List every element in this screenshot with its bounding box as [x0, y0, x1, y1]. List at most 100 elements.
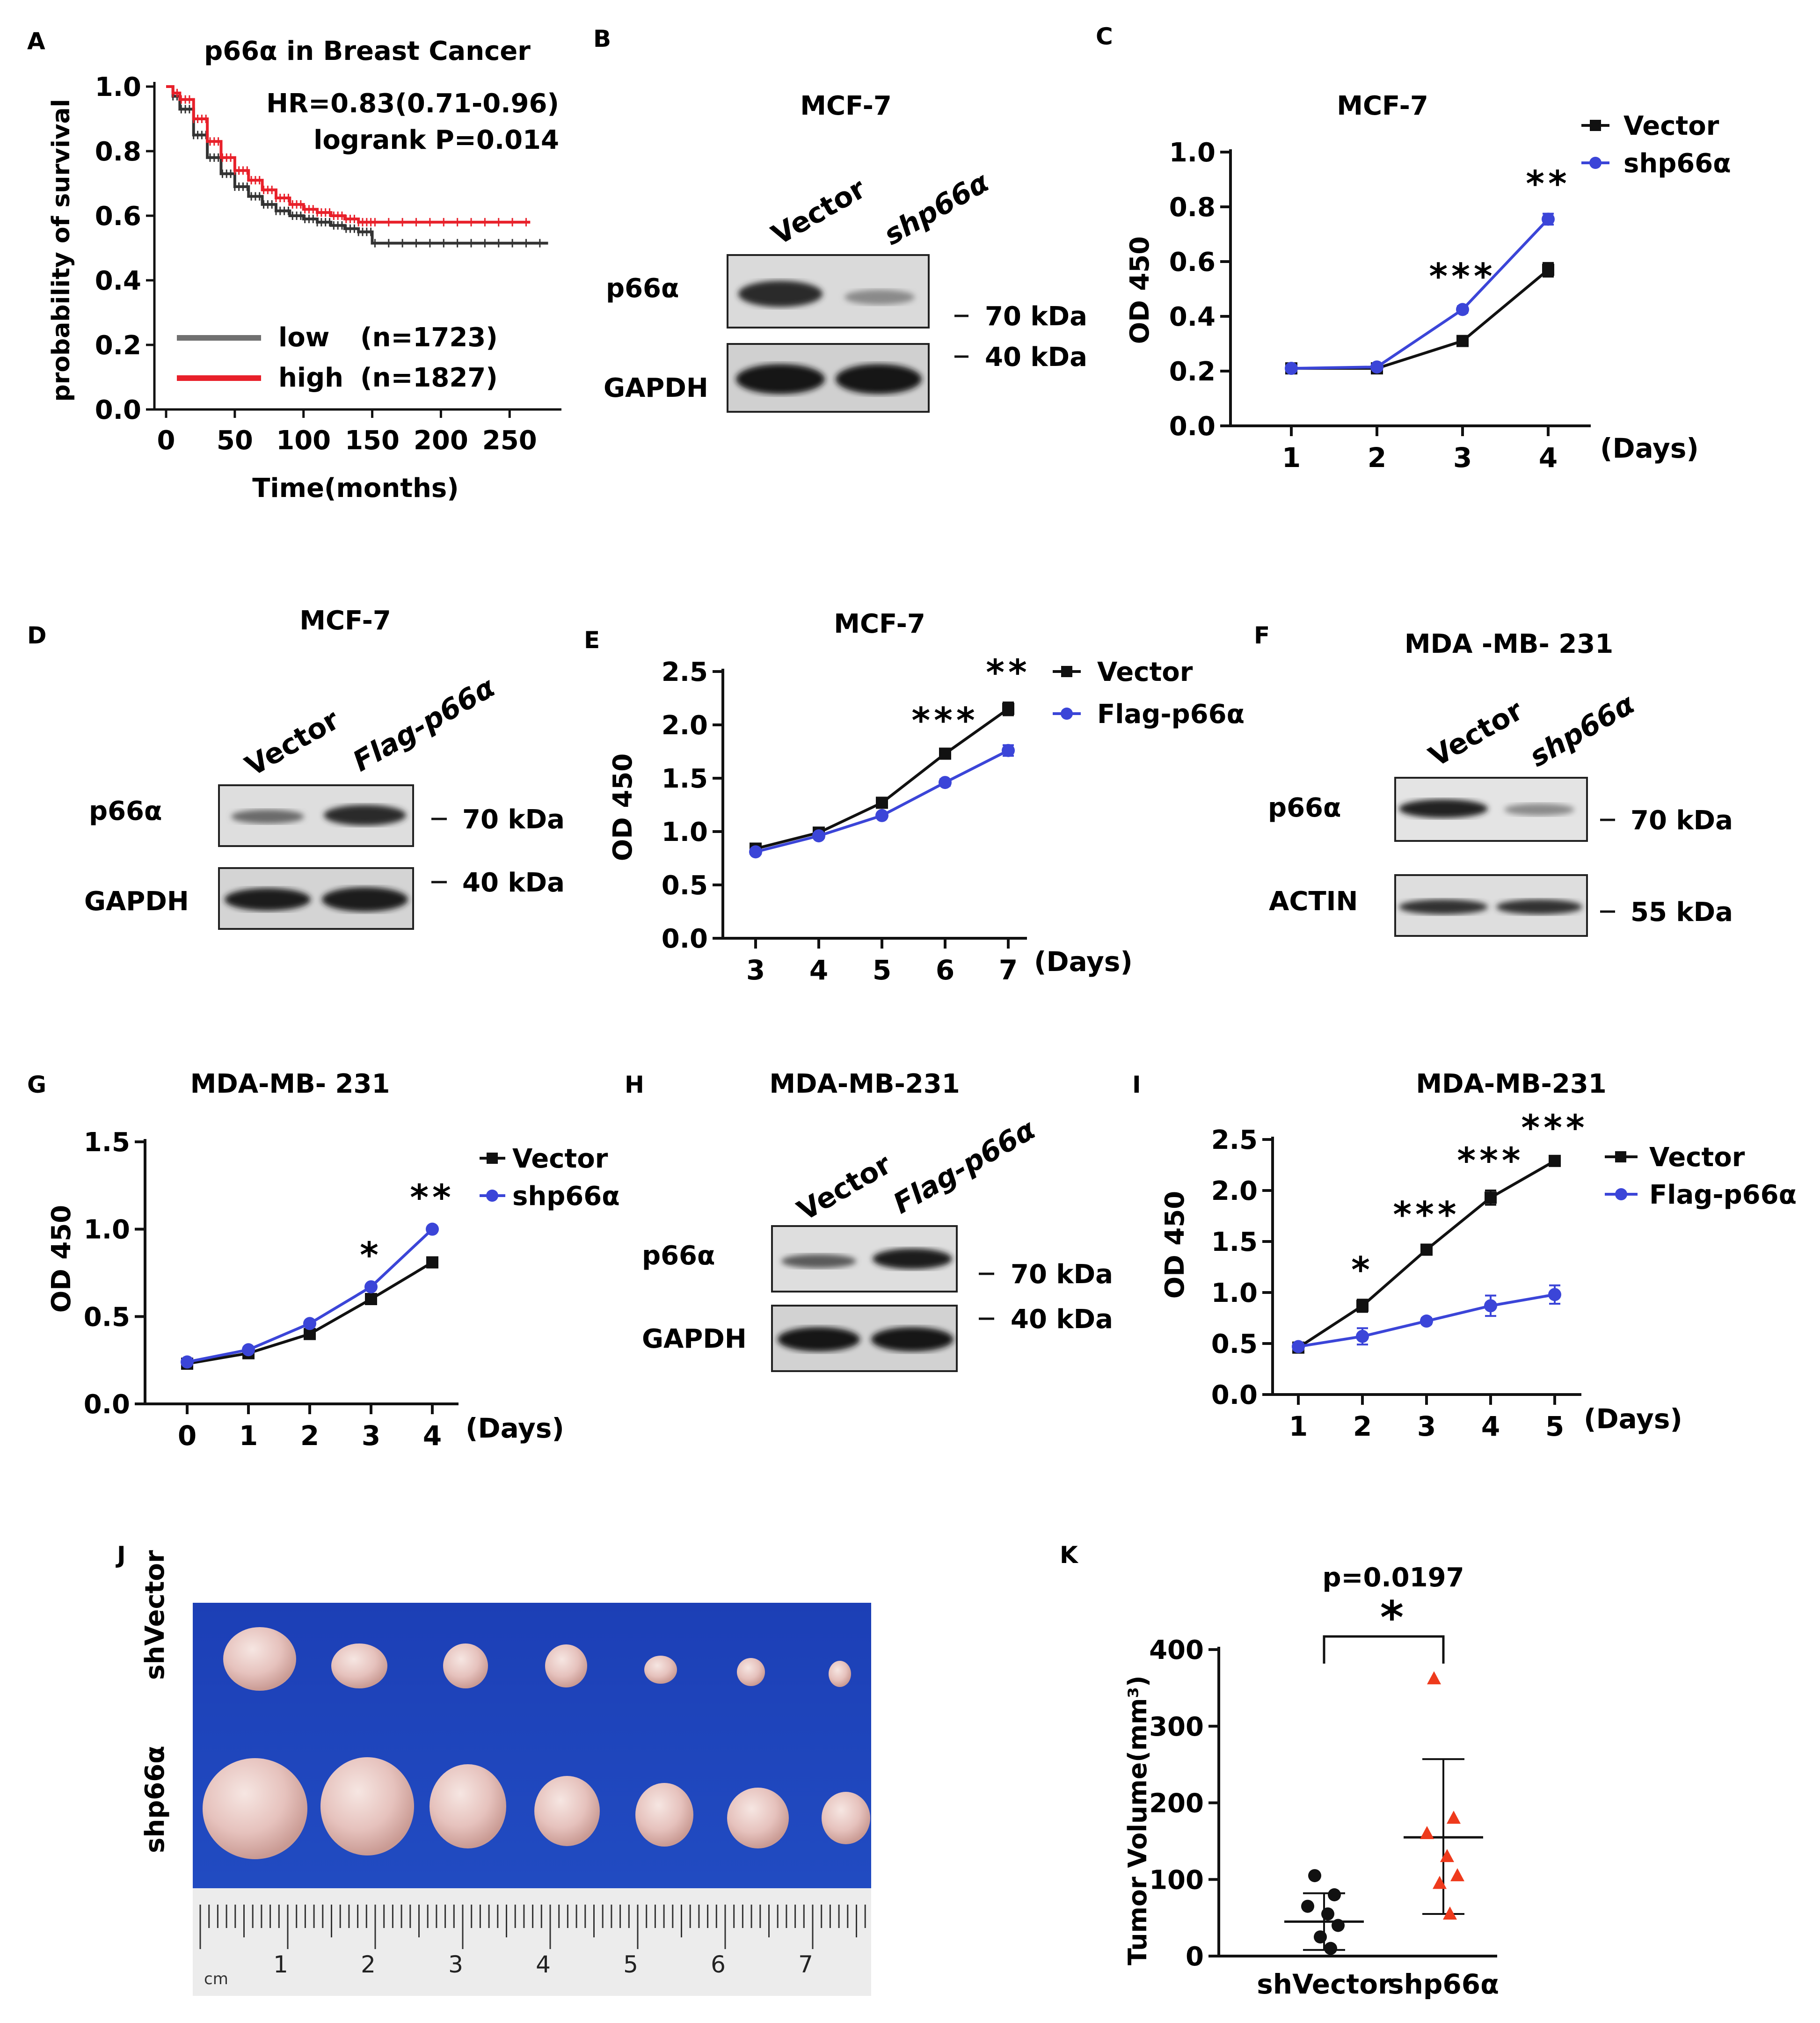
y-tick-label: 0.2: [95, 330, 141, 361]
significance-mark: **: [410, 1176, 455, 1218]
y-tick-label: 0.0: [95, 395, 141, 425]
data-point: [812, 829, 825, 843]
data-point: [426, 1222, 439, 1236]
data-point: [1314, 1930, 1327, 1944]
western-b-title: MCF-7: [800, 91, 892, 121]
y-tick-label: 100: [1149, 1865, 1204, 1895]
data-point: [181, 1355, 194, 1369]
chart-g-xunit: (Days): [466, 1412, 564, 1444]
chart-g-ylabel: OD 450: [46, 1205, 77, 1313]
western-f: MDA -MB- 231 Vector shp66α p66α ACTIN 70…: [1268, 629, 1733, 937]
significance-mark: *: [1351, 1249, 1374, 1290]
ruler-number: 7: [798, 1951, 813, 1978]
data-point: [1549, 1154, 1561, 1167]
data-point: [1427, 1671, 1441, 1685]
legend-flag-label: Flag-p66α: [1097, 699, 1245, 730]
x-tick-label: 5: [1545, 1410, 1564, 1442]
data-point: [1450, 1868, 1464, 1882]
chart-i-plot: 0.00.51.01.52.02.51 2 3 4 5**********: [1211, 1107, 1588, 1442]
data-point: [1301, 1899, 1314, 1913]
western-b-row-1: p66α: [606, 273, 679, 304]
tumor-row-shp66a: [203, 1757, 870, 1859]
western-d-row-2: GAPDH: [84, 886, 189, 917]
data-point: [1440, 1849, 1454, 1862]
significance-mark: ***: [911, 700, 978, 741]
band-f-actin-1: [1399, 899, 1488, 914]
chart-a-ylabel: probability of survival: [47, 99, 75, 402]
chart-g-growth: MDA-MB- 231 OD 450 (Days) 0.0 0.5 1.0 1.5 0 1…: [46, 1069, 620, 1452]
x-tick-label: 4: [809, 954, 828, 986]
legend-vector-marker: [1615, 1151, 1626, 1162]
western-d-lane-1: Vector: [240, 703, 345, 783]
tumor: [203, 1758, 307, 1859]
y-tick-label: 2.0: [662, 710, 708, 741]
legend-vector-label: Vector: [1649, 1142, 1745, 1173]
western-d-lane-2: Flag-p66α: [348, 671, 501, 778]
data-point: [1285, 362, 1298, 375]
x-tick-label: 100: [276, 425, 331, 456]
data-point: [365, 1293, 377, 1305]
legend-shp66a-label: shp66α: [1623, 148, 1731, 179]
data-point: [1484, 1299, 1497, 1313]
photo-j-row-2-label: shp66α: [140, 1745, 170, 1853]
survival-curve-high: [166, 85, 531, 224]
tumor: [223, 1627, 296, 1691]
tumor: [430, 1764, 506, 1848]
data-point: [1308, 1869, 1321, 1883]
data-point: [1356, 1329, 1369, 1343]
chart-a-xlabel: Time(months): [252, 473, 459, 504]
chart-i-xunit: (Days): [1584, 1403, 1682, 1435]
y-tick-label: 0.0: [84, 1389, 130, 1420]
y-tick-label: 1.5: [1211, 1227, 1258, 1257]
data-point: [426, 1256, 438, 1269]
data-point: [939, 747, 951, 760]
tumor: [331, 1643, 387, 1688]
western-b-lane-2: shp66α: [879, 166, 995, 252]
y-tick-label: 0.0: [1211, 1380, 1258, 1410]
western-h-title: MDA-MB-231: [769, 1069, 960, 1099]
x-tick-label: 3: [1417, 1410, 1436, 1442]
chart-a-axes: 0.0 0.2 0.4 0.6 0.8 1.0 0 50 100 150 200 250: [95, 72, 561, 456]
y-tick-label: 0.5: [84, 1302, 130, 1332]
chart-c-xunit: (Days): [1600, 432, 1699, 464]
legend-flag-marker: [1061, 708, 1073, 720]
data-point: [1324, 1942, 1337, 1955]
y-tick-label: 0.6: [95, 201, 141, 232]
y-tick-label: 0.5: [1211, 1329, 1258, 1359]
data-point: [1370, 360, 1383, 374]
band-f-vector: [1399, 799, 1488, 818]
chart-e-legend: Vector Flag-p66α: [1053, 657, 1245, 730]
ruler-ticks: [199, 1905, 866, 1949]
legend-vector-label: Vector: [512, 1144, 608, 1174]
legend-vector-marker: [1590, 120, 1601, 131]
significance-mark: ***: [1429, 255, 1496, 297]
y-tick-label: 0.4: [1169, 302, 1216, 332]
band-b-gapdh-2: [836, 364, 922, 394]
photo-j-tumors: shVector shp66α cm 1 2 3 4: [140, 1550, 871, 1996]
x-tick-label: 7: [999, 954, 1018, 986]
data-point: [1332, 1919, 1345, 1932]
western-f-title: MDA -MB- 231: [1405, 629, 1613, 659]
y-tick-label: 1.5: [84, 1127, 130, 1158]
x-tick-label: 6: [936, 954, 954, 986]
band-f-actin-2: [1496, 899, 1582, 914]
western-b-row-2: GAPDH: [604, 373, 708, 403]
chart-i-ylabel: OD 450: [1160, 1191, 1190, 1299]
data-point: [1542, 263, 1554, 276]
data-point: [1443, 1906, 1457, 1920]
western-h-row-2: GAPDH: [642, 1324, 747, 1354]
x-tick-label: 50: [217, 425, 253, 456]
chart-k-tumor-volume: p=0.0197 * Tumor Volume(mm³) 0 100 200 300 4…: [1123, 1563, 1499, 2000]
significance-mark: ***: [1521, 1107, 1588, 1148]
data-point: [364, 1280, 378, 1293]
x-tick-label: 5: [873, 954, 891, 986]
x-tick-label: shVector: [1257, 1968, 1391, 2000]
panel-letter-i: I: [1132, 1071, 1141, 1098]
chart-k-pvalue: p=0.0197: [1322, 1563, 1464, 1593]
legend-low-label: low: [278, 322, 329, 353]
y-tick-label: 0.4: [95, 266, 141, 296]
chart-i-legend: Vector Flag-p66α: [1605, 1142, 1797, 1210]
panel-letter-f: F: [1254, 622, 1270, 649]
significance-bracket: [1323, 1635, 1445, 1664]
